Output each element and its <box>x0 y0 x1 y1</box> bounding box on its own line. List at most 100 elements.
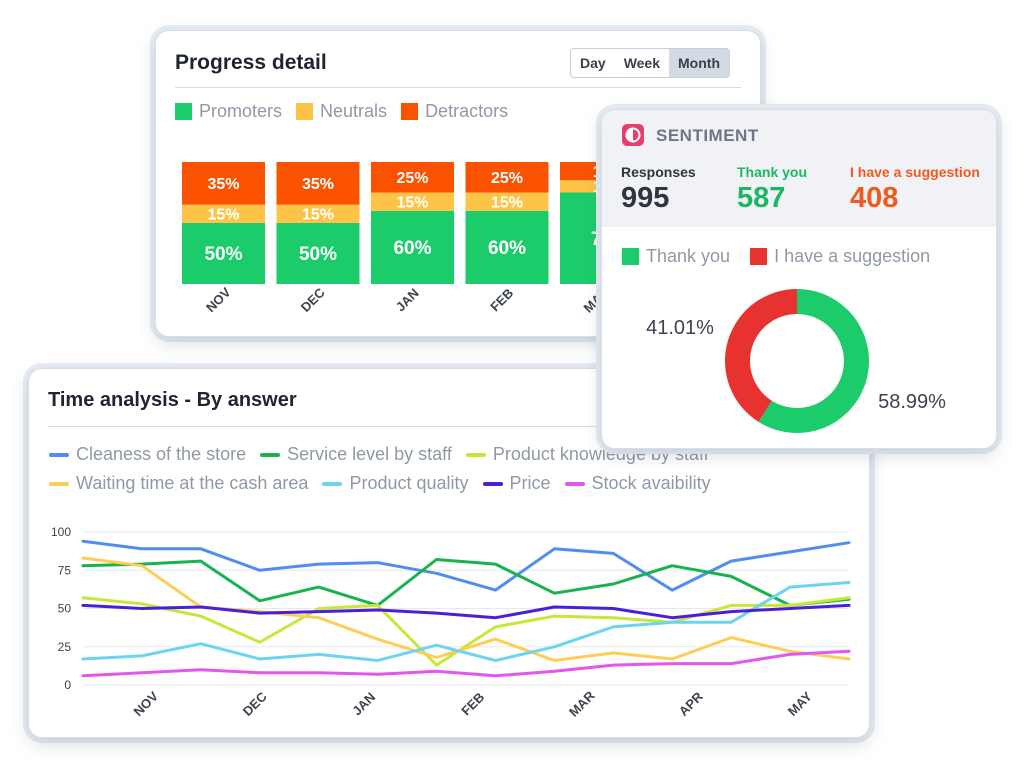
bar-label-detractors-nov: 35% <box>207 176 239 193</box>
legend-thankyou: Thank you <box>622 246 730 267</box>
bar-detractors-feb <box>465 162 549 193</box>
legend-waiting-label: Waiting time at the cash area <box>76 473 309 493</box>
bar-promoters-dec <box>276 223 360 284</box>
legend-suggestion: I have a suggestion <box>750 246 930 267</box>
donut-chart: 58.99% 41.01% <box>646 289 946 433</box>
legend-quality-label: Product quality <box>349 473 469 493</box>
legend-promoters-label: Promoters <box>199 101 283 121</box>
price-swatch <box>482 481 503 486</box>
bar-label-neutrals-nov: 15% <box>207 206 239 223</box>
legend-cleaness: Cleaness of the store <box>49 444 246 465</box>
bar-detractors-jan <box>371 162 454 193</box>
quality-swatch <box>322 481 343 486</box>
legend-cleaness-label: Cleaness of the store <box>76 444 247 464</box>
bar-promoters-feb <box>465 210 549 284</box>
range-month-button[interactable]: Month <box>669 49 729 77</box>
bar-label-neutrals-jan: 15% <box>396 194 428 211</box>
sentiment-card: SENTIMENT Responses 995 Thank you 587 I … <box>601 109 997 449</box>
legend-detractors-label: Detractors <box>425 101 509 121</box>
legend-service-label: Service level by staff <box>287 444 452 464</box>
legend-stock: Stock avaibility <box>564 473 711 494</box>
bar-label-neutrals-feb: 15% <box>491 194 523 211</box>
progress-legend: Promoters Neutrals Detractors <box>175 101 522 122</box>
legend-service: Service level by staff <box>260 444 452 465</box>
x-tick-label-may: MAY <box>785 688 815 718</box>
legend-thankyou-label: Thank you <box>646 246 731 266</box>
x-tick-label-jan: JAN <box>349 689 378 718</box>
x-tick-label-feb: FEB <box>458 689 487 718</box>
line-price <box>81 603 851 620</box>
time-analysis-card: Time analysis - By answer Cleaness of th… <box>28 368 870 738</box>
legend-knowledge: Product knowledge by staff <box>465 444 709 465</box>
bar-label-detractors-feb: 25% <box>491 170 523 187</box>
line-service-level-by-staff <box>81 558 851 607</box>
suggestion-swatch <box>750 248 768 265</box>
line-cleaness-of-the-store <box>81 539 851 592</box>
neutrals-swatch <box>296 103 314 120</box>
x-tick-label-dec: DEC <box>298 284 328 314</box>
legend-suggestion-label: I have a suggestion <box>774 246 931 266</box>
legend-price-label: Price <box>509 473 551 493</box>
bar-detractors-dec <box>276 162 360 205</box>
legend-promoters: Promoters <box>175 101 282 122</box>
legend-waiting: Waiting time at the cash area <box>49 473 308 494</box>
suggestion-label: I have a suggestion <box>850 164 980 180</box>
bar-label-promoters-jan: 60% <box>393 238 431 259</box>
y-tick-label-0: 0 <box>64 678 71 692</box>
bar-neutrals-jan <box>371 192 454 211</box>
bar-label-detractors-dec: 35% <box>302 176 334 193</box>
legend-stock-label: Stock avaibility <box>591 473 711 493</box>
x-tick-label-jan: JAN <box>393 285 422 314</box>
sentiment-legend: Thank you I have a suggestion <box>622 246 944 267</box>
line-legend-row-1: Cleaness of the store Service level by s… <box>49 444 723 465</box>
bar-neutrals-dec <box>276 204 360 223</box>
waiting-swatch <box>49 481 69 486</box>
bar-promoters-nov <box>182 223 265 284</box>
y-tick-label-75: 75 <box>58 563 72 577</box>
range-day-button[interactable]: Day <box>580 55 606 71</box>
x-tick-label-apr: APR <box>676 688 706 718</box>
x-tick-label-dec: DEC <box>240 688 270 718</box>
legend-price: Price <box>482 473 551 494</box>
donut-label-thank-you: 58.99% <box>878 391 946 413</box>
legend-neutrals-label: Neutrals <box>320 101 388 121</box>
service-swatch <box>260 452 281 457</box>
bar-label-promoters-feb: 60% <box>488 238 526 259</box>
donut-label-suggestion: 41.01% <box>646 317 714 339</box>
line-product-knowledge-by-staff <box>81 596 851 667</box>
bar-label-promoters-dec: 50% <box>299 244 337 265</box>
donut-slice-suggestion <box>725 289 797 422</box>
x-tick-label-nov: NOV <box>203 284 234 315</box>
bar-label-neutrals-dec: 15% <box>302 206 334 223</box>
x-tick-label-nov: NOV <box>131 688 162 719</box>
bar-label-promoters-nov: 50% <box>204 244 242 265</box>
stacked-bar-chart: 50% 15% 35% NOV 50% 15% 35% DEC 60% 15% 25% JAN 60% 1… <box>182 162 643 316</box>
donut-slice-thank-you <box>758 289 869 433</box>
legend-knowledge-label: Product knowledge by staff <box>492 444 709 464</box>
thankyou-label: Thank you <box>737 164 808 180</box>
thankyou-swatch <box>622 248 639 265</box>
y-tick-label-100: 100 <box>51 525 71 539</box>
sentiment-title: SENTIMENT <box>656 126 759 145</box>
stock-swatch <box>564 481 585 486</box>
responses-value: 995 <box>621 182 670 214</box>
line-legend-row-2: Waiting time at the cash area Product qu… <box>49 473 725 494</box>
sentiment-icon <box>622 124 644 146</box>
legend-detractors: Detractors <box>401 101 508 122</box>
line-stock-avaibility <box>81 649 851 678</box>
suggestion-value: 408 <box>850 182 899 214</box>
promoters-swatch <box>175 103 192 120</box>
time-divider <box>48 426 848 427</box>
thankyou-value: 587 <box>737 182 786 214</box>
bar-label-detractors-jan: 25% <box>396 170 428 187</box>
range-selector: Day Week Month <box>570 48 730 78</box>
range-week-button[interactable]: Week <box>623 55 661 71</box>
line-chart: 0 25 50 75 100 NOV DEC JAN FEB MAR APR MAY <box>51 525 851 720</box>
line-product-quality <box>81 581 851 662</box>
progress-divider <box>175 87 741 88</box>
knowledge-swatch <box>465 452 486 457</box>
progress-detail-title: Progress detail <box>175 51 327 74</box>
sentiment-header <box>602 110 996 227</box>
x-tick-label-mar: MAR <box>566 688 598 720</box>
time-analysis-title: Time analysis - By answer <box>48 389 297 411</box>
